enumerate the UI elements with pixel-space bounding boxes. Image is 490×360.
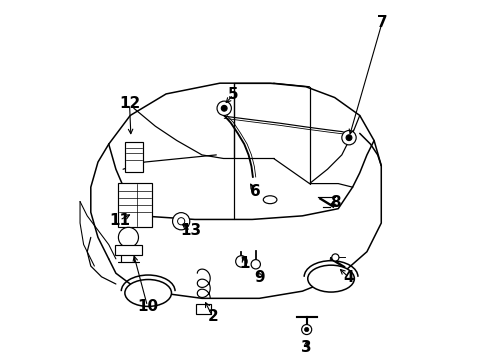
Text: 13: 13 <box>180 224 201 238</box>
Circle shape <box>221 105 227 111</box>
Bar <box>115 245 142 255</box>
Circle shape <box>177 218 185 225</box>
FancyBboxPatch shape <box>196 304 211 314</box>
Text: 7: 7 <box>377 15 387 31</box>
Ellipse shape <box>263 196 277 204</box>
Circle shape <box>332 254 339 261</box>
FancyBboxPatch shape <box>124 141 143 172</box>
Text: 3: 3 <box>301 340 312 355</box>
Text: 10: 10 <box>137 299 158 314</box>
Circle shape <box>172 213 190 230</box>
Circle shape <box>119 227 139 247</box>
Circle shape <box>302 324 312 334</box>
Text: 9: 9 <box>255 270 266 285</box>
Circle shape <box>236 256 247 267</box>
FancyBboxPatch shape <box>118 183 152 227</box>
Ellipse shape <box>308 265 354 292</box>
Circle shape <box>217 101 231 116</box>
Circle shape <box>342 131 356 145</box>
Text: 1: 1 <box>240 256 250 271</box>
Text: 4: 4 <box>343 270 354 285</box>
Text: 5: 5 <box>228 87 239 102</box>
Text: 2: 2 <box>207 310 218 324</box>
Text: 12: 12 <box>119 96 140 112</box>
Text: 6: 6 <box>250 184 260 199</box>
Circle shape <box>304 327 309 332</box>
Ellipse shape <box>125 279 172 306</box>
Text: 8: 8 <box>330 195 341 210</box>
Circle shape <box>346 135 352 140</box>
Circle shape <box>251 260 260 269</box>
Text: 11: 11 <box>109 213 130 228</box>
